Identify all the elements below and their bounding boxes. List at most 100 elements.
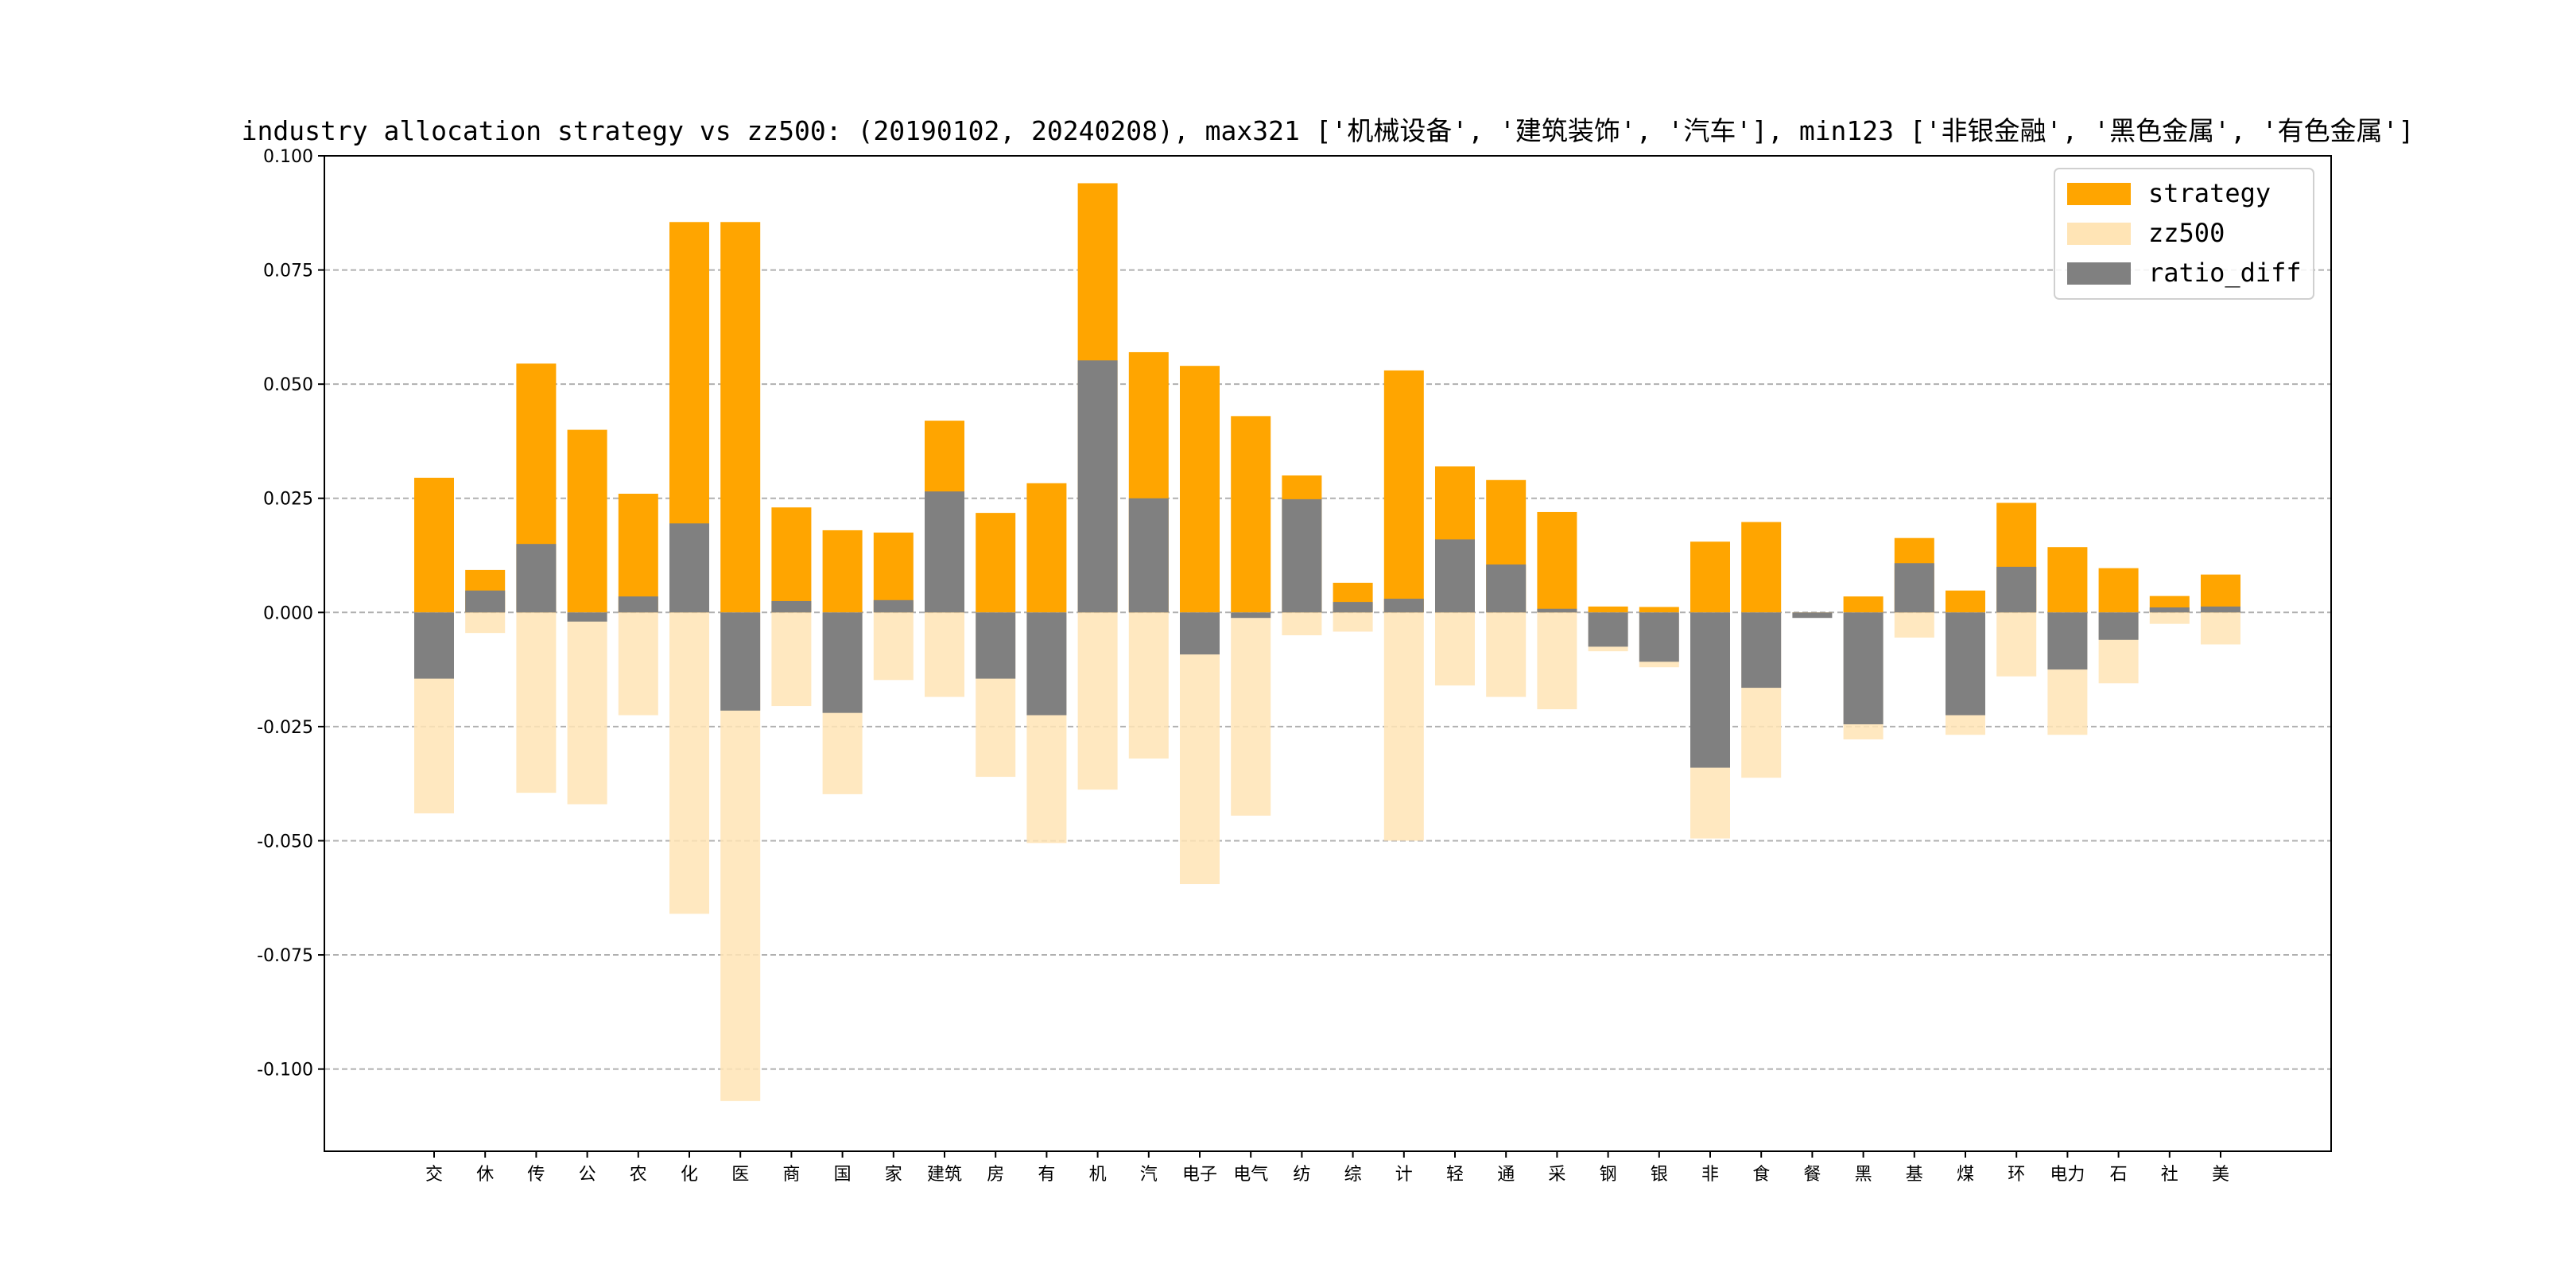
x-tick-label: 建筑: [927, 1165, 962, 1185]
bar-ratio_diff: [1537, 608, 1577, 613]
bar-zz500: [465, 612, 506, 634]
bar-ratio_diff: [414, 612, 454, 679]
bar-zz500: [1231, 612, 1271, 816]
bar-strategy: [1231, 416, 1271, 613]
bar-ratio_diff: [618, 596, 658, 613]
x-tick-label: 汽: [1140, 1165, 1158, 1185]
bar-ratio_diff: [1383, 599, 1424, 613]
x-tick-label: 非: [1701, 1165, 1719, 1185]
y-tick-label: -0.100: [257, 1061, 313, 1080]
bar-zz500: [1996, 612, 2037, 677]
bar-zz500: [2149, 612, 2190, 624]
bar-ratio_diff: [1639, 612, 1679, 662]
bar-strategy: [1639, 607, 1679, 613]
bar-ratio_diff: [1894, 563, 1934, 613]
bar-strategy: [1383, 370, 1424, 613]
bar-ratio_diff: [1588, 612, 1628, 647]
x-tick-label: 社: [2161, 1165, 2178, 1185]
bar-ratio_diff: [1792, 612, 1833, 619]
bar-zz500: [1282, 612, 1322, 636]
y-tick-label: 0.000: [263, 603, 313, 623]
legend-label-zz500: zz500: [2148, 218, 2225, 248]
bar-ratio_diff: [1435, 539, 1475, 613]
x-tick-label: 基: [1906, 1165, 1923, 1185]
bars: [414, 183, 2240, 1101]
bar-ratio_diff: [1996, 566, 2037, 613]
bar-ratio_diff: [567, 612, 607, 622]
bar-strategy: [1946, 590, 1985, 613]
bar-strategy: [567, 429, 607, 613]
x-tick-label: 电子: [1182, 1165, 1217, 1185]
bar-strategy: [720, 222, 761, 613]
x-tick-label: 环: [2008, 1165, 2025, 1185]
plot-frame: [324, 155, 2332, 1152]
x-tick-label: 钢: [1600, 1165, 1617, 1185]
x-tick-label: 纺: [1293, 1165, 1310, 1185]
x-tick-label: 综: [1344, 1165, 1362, 1185]
y-tick-label: 0.025: [263, 490, 313, 510]
x-tick-label: 家: [885, 1165, 902, 1185]
bar-zz500: [1486, 612, 1527, 697]
bar-ratio_diff: [2098, 612, 2139, 640]
bar-strategy: [1026, 483, 1067, 613]
y-tick-label: -0.075: [257, 946, 313, 966]
x-tick-label: 国: [834, 1165, 852, 1185]
bar-ratio_diff: [771, 600, 812, 613]
bar-strategy: [873, 532, 914, 613]
legend-swatch-strategy: [2067, 183, 2131, 205]
bar-zz500: [567, 612, 607, 805]
bar-strategy: [771, 507, 812, 613]
legend-swatch-zz500: [2067, 223, 2131, 245]
x-tick-label: 房: [987, 1165, 1004, 1185]
bar-zz500: [1128, 612, 1169, 759]
x-tick-label: 通: [1497, 1165, 1515, 1185]
x-tick-label: 轻: [1446, 1165, 1464, 1185]
legend-swatch-ratio_diff: [2067, 262, 2131, 285]
bar-zz500: [1077, 612, 1118, 790]
x-tick-label: 银: [1651, 1165, 1668, 1185]
x-tick-label: 农: [630, 1165, 647, 1185]
x-tick-label: 商: [782, 1165, 800, 1185]
bar-ratio_diff: [1741, 612, 1782, 689]
bar-ratio_diff: [1486, 564, 1527, 613]
bar-ratio_diff: [976, 612, 1016, 679]
bar-strategy: [1843, 596, 1884, 613]
x-tick-label: 电力: [2050, 1165, 2085, 1185]
x-tick-label: 采: [1548, 1165, 1565, 1185]
bar-strategy: [618, 493, 658, 613]
bar-ratio_diff: [822, 612, 863, 713]
bar-strategy: [1537, 511, 1577, 613]
bar-zz500: [925, 612, 964, 697]
bar-ratio_diff: [1077, 360, 1118, 613]
bar-ratio_diff: [1843, 612, 1884, 725]
x-tick-label: 电气: [1233, 1165, 1268, 1185]
y-tick-label: 0.050: [263, 375, 313, 395]
bar-ratio_diff: [925, 491, 964, 613]
x-tick-label: 机: [1089, 1165, 1107, 1185]
bar-zz500: [1435, 612, 1475, 686]
bar-ratio_diff: [1231, 612, 1271, 619]
bar-ratio_diff: [465, 590, 506, 613]
y-tick-label: 0.075: [263, 262, 313, 281]
x-tick-label: 石: [2110, 1165, 2128, 1185]
bar-ratio_diff: [1180, 612, 1220, 655]
bar-ratio_diff: [2201, 606, 2240, 613]
bar-zz500: [1537, 612, 1577, 710]
bar-ratio_diff: [2047, 612, 2088, 670]
bar-strategy: [1741, 522, 1782, 613]
bar-ratio_diff: [2149, 607, 2190, 613]
x-tick-label: 计: [1395, 1165, 1413, 1185]
bar-zz500: [1333, 612, 1373, 632]
legend-label-ratio_diff: ratio_diff: [2148, 258, 2302, 288]
x-tick-label: 有: [1038, 1165, 1055, 1185]
bar-strategy: [822, 530, 863, 613]
y-tick-label: 0.100: [263, 147, 313, 167]
bar-zz500: [1180, 612, 1220, 885]
bar-ratio_diff: [669, 523, 709, 613]
bar-ratio_diff: [873, 599, 914, 613]
legend: strategy zz500 ratio_diff: [2054, 168, 2314, 300]
y-tick-label: -0.050: [257, 832, 313, 852]
bar-zz500: [618, 612, 658, 716]
x-tick-label: 公: [579, 1165, 596, 1185]
